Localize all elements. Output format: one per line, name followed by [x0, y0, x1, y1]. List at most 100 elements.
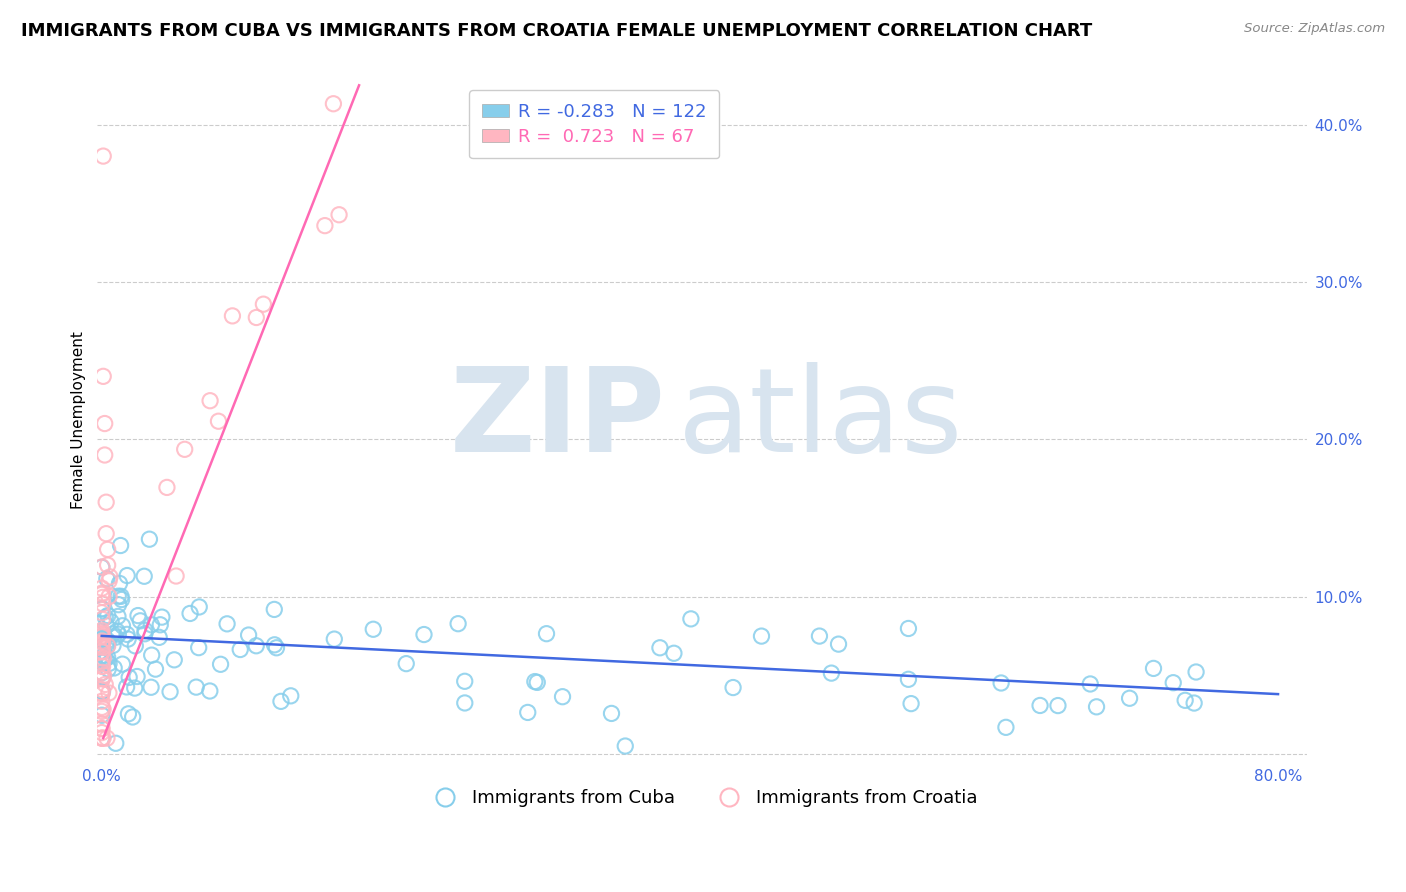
Point	[90, 659, 112, 673]
Point	[91, 597, 114, 611]
Point	[229, 642, 252, 657]
Point	[96, 495, 118, 509]
Point	[98, 590, 121, 604]
Point	[165, 569, 187, 583]
Point	[280, 689, 302, 703]
Point	[662, 646, 685, 660]
Point	[115, 627, 138, 641]
Point	[91, 369, 114, 384]
Point	[163, 653, 186, 667]
Point	[90, 581, 112, 595]
Point	[107, 609, 129, 624]
Point	[1182, 696, 1205, 710]
Point	[90, 645, 112, 659]
Point	[97, 686, 120, 700]
Point	[91, 659, 114, 673]
Point	[93, 448, 115, 462]
Text: IMMIGRANTS FROM CUBA VS IMMIGRANTS FROM CROATIA FEMALE UNEMPLOYMENT CORRELATION : IMMIGRANTS FROM CUBA VS IMMIGRANTS FROM …	[21, 22, 1092, 40]
Point	[91, 638, 114, 652]
Point	[245, 310, 267, 325]
Point	[90, 606, 112, 620]
Point	[207, 414, 229, 428]
Point	[395, 657, 418, 671]
Point	[447, 616, 470, 631]
Point	[91, 632, 114, 646]
Legend: Immigrants from Cuba, Immigrants from Croatia: Immigrants from Cuba, Immigrants from Cr…	[420, 782, 986, 814]
Point	[90, 684, 112, 698]
Point	[91, 640, 114, 655]
Point	[105, 624, 128, 639]
Point	[1046, 698, 1069, 713]
Point	[91, 672, 114, 686]
Point	[897, 622, 920, 636]
Point	[111, 619, 134, 633]
Point	[97, 558, 120, 573]
Point	[536, 626, 558, 640]
Point	[98, 574, 121, 588]
Point	[90, 725, 112, 739]
Point	[266, 640, 288, 655]
Point	[90, 632, 112, 646]
Point	[115, 568, 138, 582]
Point	[139, 680, 162, 694]
Point	[148, 631, 170, 645]
Point	[900, 697, 922, 711]
Point	[90, 705, 112, 719]
Point	[328, 208, 350, 222]
Point	[96, 526, 118, 541]
Point	[270, 694, 292, 708]
Point	[90, 731, 112, 746]
Point	[91, 645, 114, 659]
Point	[96, 639, 118, 653]
Y-axis label: Female Unemployment: Female Unemployment	[72, 331, 86, 508]
Point	[91, 640, 114, 654]
Point	[827, 637, 849, 651]
Point	[110, 592, 132, 607]
Point	[100, 615, 122, 629]
Point	[91, 612, 114, 626]
Point	[149, 617, 172, 632]
Point	[91, 700, 114, 714]
Point	[129, 614, 152, 628]
Point	[1174, 693, 1197, 707]
Point	[97, 608, 120, 623]
Point	[614, 739, 637, 753]
Point	[1078, 677, 1101, 691]
Point	[134, 569, 156, 583]
Point	[90, 717, 112, 731]
Point	[145, 662, 167, 676]
Point	[90, 665, 112, 680]
Point	[1142, 661, 1164, 675]
Point	[91, 656, 114, 670]
Point	[138, 532, 160, 546]
Point	[91, 633, 114, 648]
Point	[118, 670, 141, 684]
Point	[90, 694, 112, 708]
Point	[91, 702, 114, 716]
Point	[91, 672, 114, 686]
Point	[97, 635, 120, 649]
Point	[107, 598, 129, 612]
Point	[97, 639, 120, 653]
Point	[91, 684, 114, 698]
Point	[173, 442, 195, 457]
Point	[98, 570, 121, 584]
Point	[108, 576, 131, 591]
Point	[101, 627, 124, 641]
Point	[91, 629, 114, 643]
Point	[91, 722, 114, 736]
Point	[101, 639, 124, 653]
Point	[188, 599, 211, 614]
Point	[117, 706, 139, 721]
Point	[110, 590, 132, 604]
Point	[721, 681, 744, 695]
Point	[186, 680, 208, 694]
Point	[91, 651, 114, 665]
Point	[97, 662, 120, 676]
Point	[90, 627, 112, 641]
Point	[897, 673, 920, 687]
Point	[150, 610, 173, 624]
Point	[90, 587, 112, 601]
Point	[159, 684, 181, 698]
Point	[90, 560, 112, 574]
